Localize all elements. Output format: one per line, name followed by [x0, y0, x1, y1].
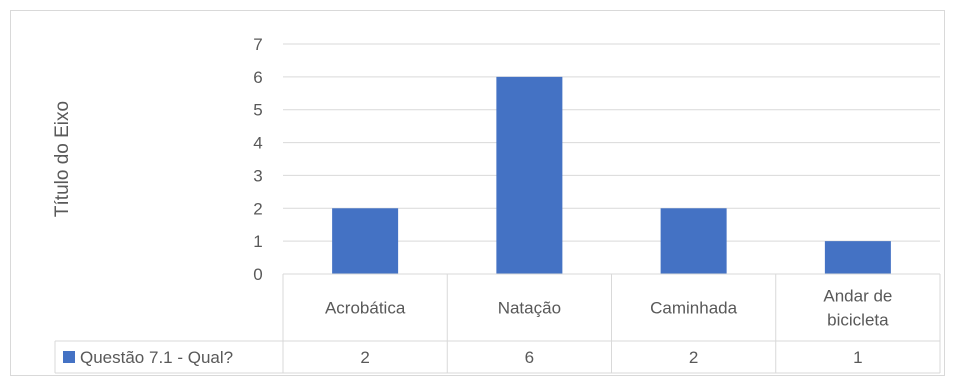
y-tick-label: 1	[253, 232, 262, 251]
bar	[660, 208, 727, 274]
category-label: bicicleta	[827, 311, 889, 330]
category-label: Acrobática	[325, 299, 406, 318]
y-tick-label: 5	[253, 101, 262, 120]
bar	[332, 208, 399, 274]
y-tick-label: 3	[253, 166, 262, 185]
legend-entry: Questão 7.1 - Qual?	[80, 348, 233, 367]
data-table-value: 2	[689, 348, 698, 367]
y-tick-label: 0	[253, 265, 262, 284]
y-tick-label: 6	[253, 68, 262, 87]
bar	[496, 76, 563, 274]
data-table-value: 6	[525, 348, 534, 367]
data-table-value: 1	[853, 348, 862, 367]
bar	[824, 241, 891, 274]
legend-swatch	[63, 351, 75, 363]
category-label: Natação	[498, 299, 561, 318]
chart-border	[10, 10, 945, 376]
y-tick-label: 4	[253, 134, 262, 153]
y-tick-label: 2	[253, 199, 262, 218]
category-label: Andar de	[823, 287, 892, 306]
category-label: Caminhada	[650, 299, 737, 318]
y-axis-title: Título do Eixo	[52, 101, 73, 217]
y-tick-label: 7	[253, 35, 262, 54]
data-table-value: 2	[360, 348, 369, 367]
